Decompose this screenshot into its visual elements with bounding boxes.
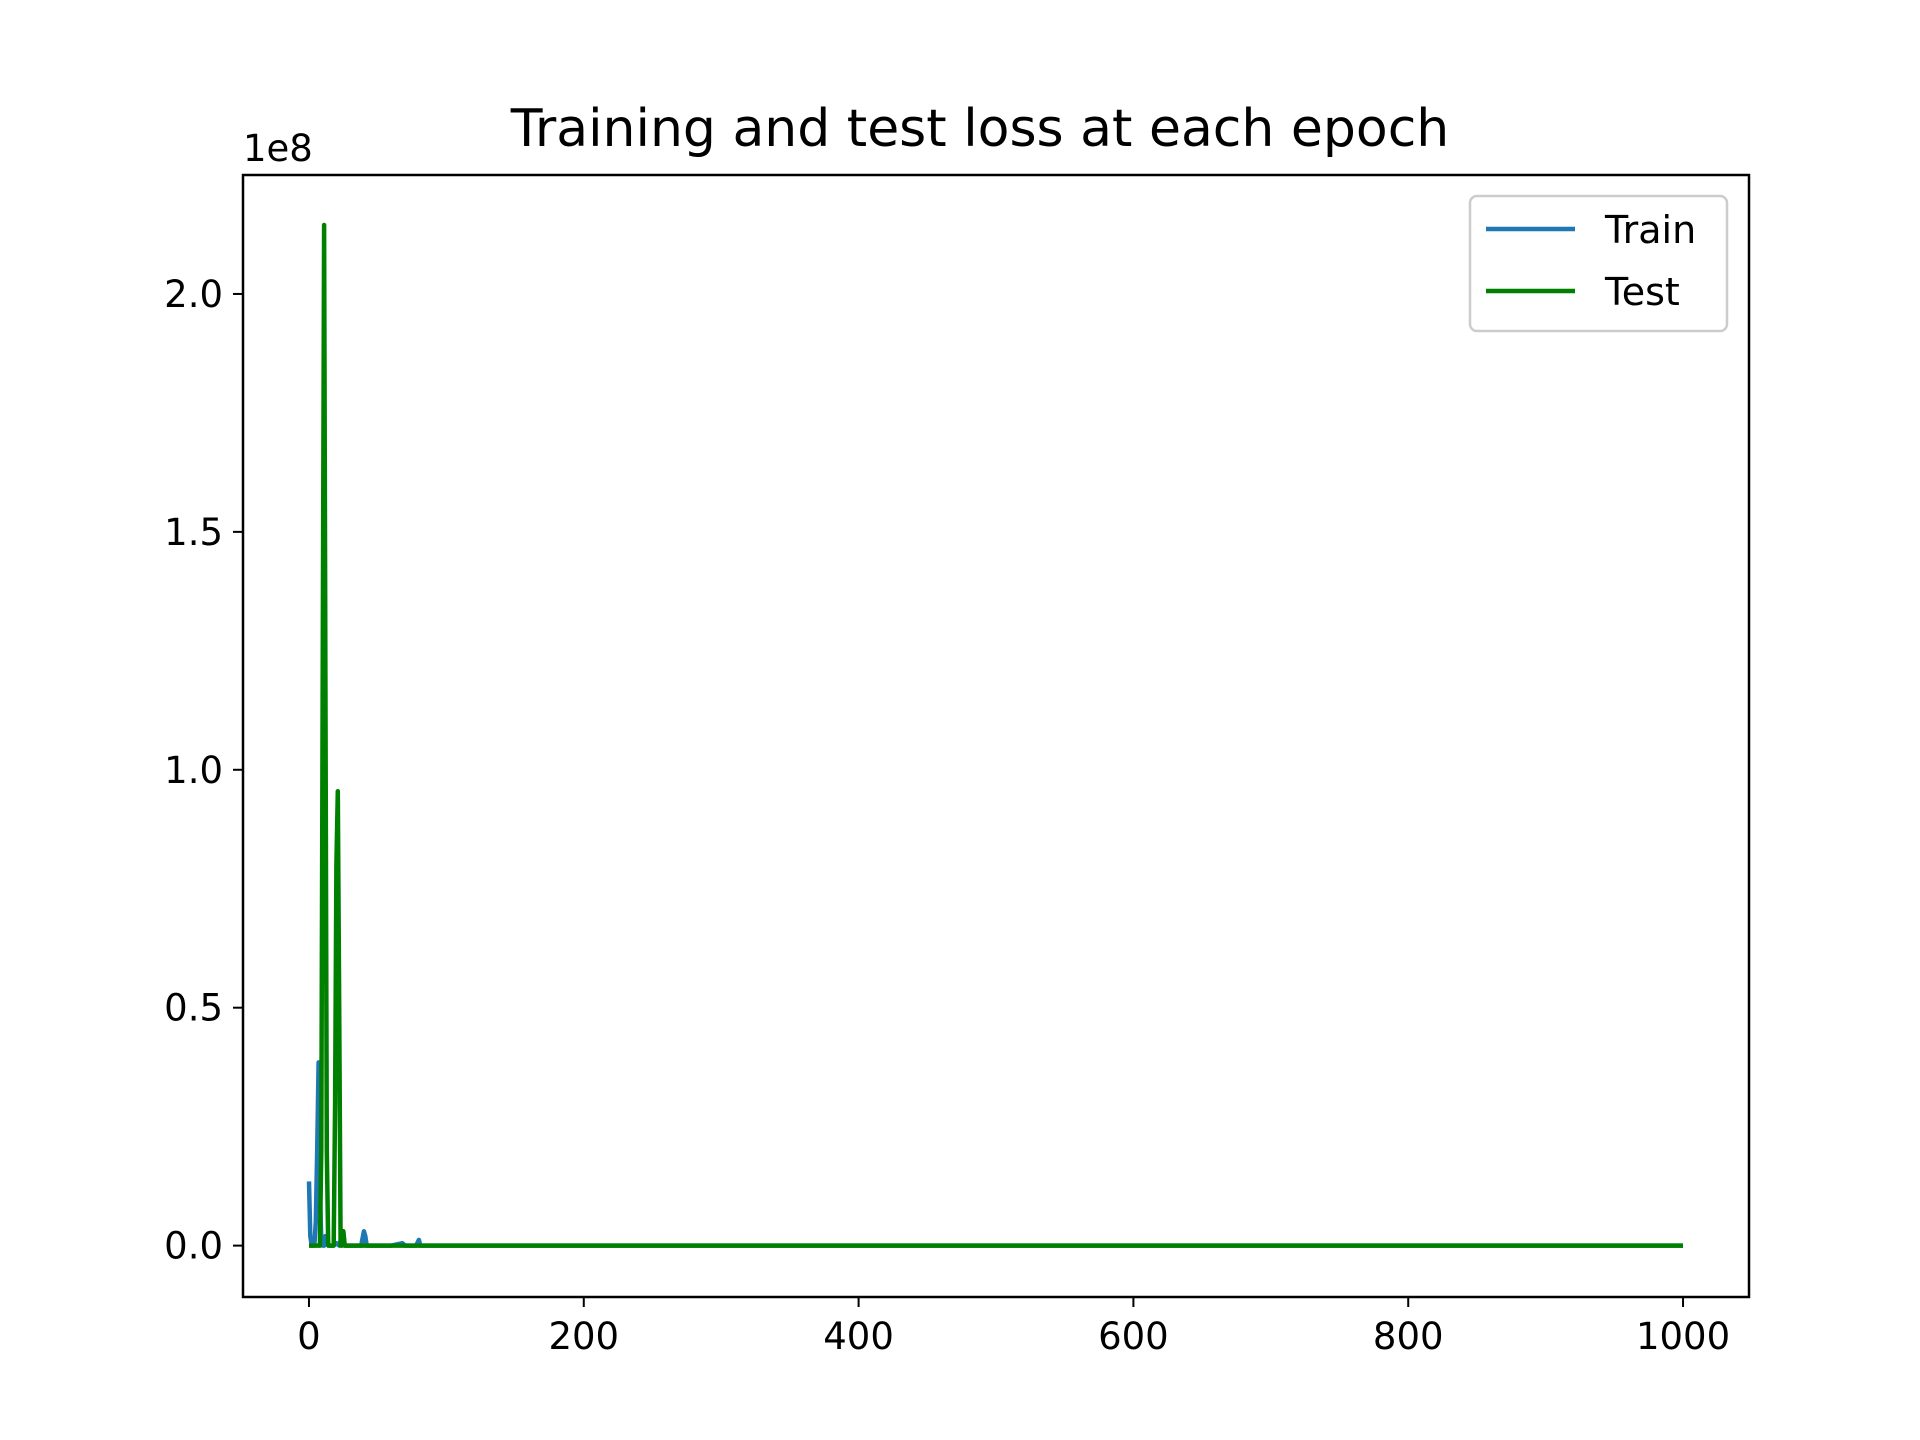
legend-label-test: Test: [1604, 270, 1680, 314]
legend-label-train: Train: [1604, 208, 1696, 252]
legend: Train Test: [1468, 194, 1729, 333]
plot-area-frame: [241, 173, 1751, 1299]
y-axis-ticks: 0.0 0.5 1.0 1.5 2.0: [164, 273, 243, 1268]
y-tick-label: 2.0: [164, 273, 223, 316]
x-tick-label: 400: [823, 1315, 894, 1358]
series-lines: [306, 222, 1683, 1248]
x-tick-label: 800: [1373, 1315, 1444, 1358]
x-tick-label: 200: [548, 1315, 619, 1358]
y-tick-label: 1.0: [164, 749, 223, 792]
chart-title: Training and test loss at each epoch: [510, 99, 1450, 159]
y-offset-label: 1e8: [243, 127, 313, 170]
x-tick-label: 1000: [1636, 1315, 1730, 1358]
x-axis-ticks: 0 200 400 600 800 1000: [297, 1297, 1730, 1358]
y-tick-label: 0.0: [164, 1225, 223, 1268]
x-tick-label: 0: [297, 1315, 321, 1358]
y-tick-label: 1.5: [164, 511, 223, 554]
y-tick-label: 0.5: [164, 987, 223, 1030]
series-line-test: [309, 222, 1683, 1248]
x-tick-label: 600: [1098, 1315, 1169, 1358]
